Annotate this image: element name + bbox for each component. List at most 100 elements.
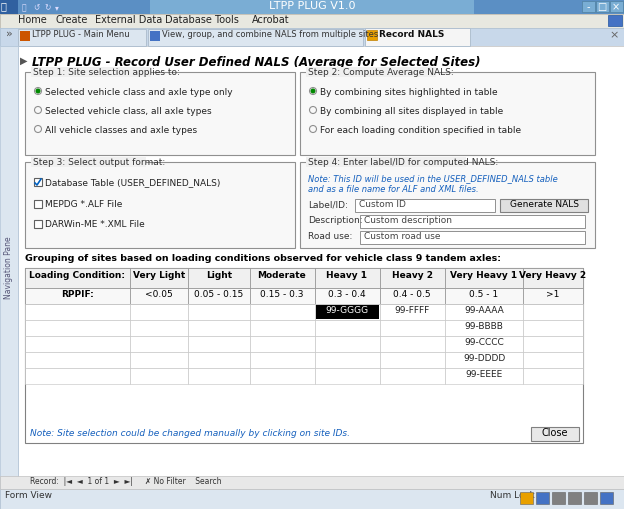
Bar <box>380 368 445 384</box>
Text: DARWin-ME *.XML File: DARWin-ME *.XML File <box>45 220 145 229</box>
Bar <box>130 352 188 368</box>
Text: and as a file name for ALF and XML files.: and as a file name for ALF and XML files… <box>308 185 479 194</box>
Bar <box>608 15 622 26</box>
Bar <box>25 268 583 443</box>
Bar <box>380 304 445 320</box>
Bar <box>130 336 188 352</box>
Bar <box>20 31 30 41</box>
Text: Very Heavy 1: Very Heavy 1 <box>451 271 517 280</box>
Text: Light: Light <box>206 271 232 280</box>
Bar <box>25 288 130 304</box>
Text: >1: >1 <box>547 290 560 299</box>
Text: 0.15 - 0.3: 0.15 - 0.3 <box>260 290 304 299</box>
Text: Loading Condition:: Loading Condition: <box>29 271 125 280</box>
Text: 99-BBBB: 99-BBBB <box>464 322 504 331</box>
Bar <box>188 368 250 384</box>
Bar <box>380 288 445 304</box>
Bar <box>380 320 445 336</box>
Text: 99-AAAA: 99-AAAA <box>464 306 504 315</box>
Bar <box>0 28 624 46</box>
Bar <box>25 352 130 368</box>
Text: Note: Site selection could be changed manually by clicking on site IDs.: Note: Site selection could be changed ma… <box>30 429 350 438</box>
Text: Road use:: Road use: <box>308 232 353 241</box>
Bar <box>380 268 445 288</box>
Bar <box>34 220 42 228</box>
Text: 99-FFFF: 99-FFFF <box>394 306 430 315</box>
Text: Selected vehicle class and axle type only: Selected vehicle class and axle type onl… <box>45 88 233 97</box>
Bar <box>188 268 250 288</box>
Bar <box>360 215 585 228</box>
Bar <box>523 288 583 304</box>
Text: All vehicle classes and axle types: All vehicle classes and axle types <box>45 126 197 135</box>
Bar <box>445 304 523 320</box>
Text: Step 2: Compute Average NALS:: Step 2: Compute Average NALS: <box>308 68 454 77</box>
Text: Description:: Description: <box>308 216 363 225</box>
Bar <box>315 288 380 304</box>
Text: By combining sites highlighted in table: By combining sites highlighted in table <box>320 88 497 97</box>
Bar <box>250 320 315 336</box>
Circle shape <box>311 89 314 93</box>
Text: Heavy 1: Heavy 1 <box>326 271 368 280</box>
Bar <box>31 157 146 167</box>
Text: Form View: Form View <box>5 491 52 500</box>
Text: Step 4: Enter label/ID for computed NALS:: Step 4: Enter label/ID for computed NALS… <box>308 158 498 167</box>
Bar <box>445 268 523 288</box>
Bar <box>31 67 151 77</box>
Bar <box>610 1 623 12</box>
Text: ▾: ▾ <box>55 3 59 12</box>
Text: Step 3: Select output format:: Step 3: Select output format: <box>33 158 165 167</box>
Bar <box>188 336 250 352</box>
Text: Step 1: Site selection applies to:: Step 1: Site selection applies to: <box>33 68 180 77</box>
Bar <box>360 231 585 244</box>
Text: »: » <box>6 29 12 39</box>
Text: 0.05 - 0.15: 0.05 - 0.15 <box>194 290 243 299</box>
Bar <box>316 305 379 319</box>
Bar <box>380 352 445 368</box>
Bar <box>552 492 565 504</box>
Text: ↺: ↺ <box>33 3 39 12</box>
Bar <box>445 368 523 384</box>
Bar <box>25 268 583 288</box>
Bar <box>315 304 380 320</box>
Bar <box>148 29 363 46</box>
Bar <box>150 31 160 41</box>
Text: RPPIF:: RPPIF: <box>61 290 94 299</box>
Text: Grouping of sites based on loading conditions observed for vehicle class 9 tande: Grouping of sites based on loading condi… <box>25 254 501 263</box>
Text: ↻: ↻ <box>44 3 51 12</box>
Text: 🏠: 🏠 <box>1 1 7 11</box>
Bar <box>25 304 130 320</box>
Bar <box>130 368 188 384</box>
Bar <box>18 29 146 46</box>
Bar <box>250 268 315 288</box>
Text: 💾: 💾 <box>22 3 27 12</box>
Text: Home: Home <box>18 15 47 25</box>
Bar <box>250 336 315 352</box>
Text: 0.5 - 1: 0.5 - 1 <box>469 290 499 299</box>
Text: <0.05: <0.05 <box>145 290 173 299</box>
Bar <box>536 492 549 504</box>
Text: Generate NALS: Generate NALS <box>510 200 578 209</box>
Bar <box>0 0 18 14</box>
Bar <box>300 72 595 155</box>
Bar <box>306 157 466 167</box>
Bar <box>0 14 624 28</box>
Bar <box>315 336 380 352</box>
Bar <box>0 46 18 489</box>
Bar <box>34 200 42 208</box>
Bar <box>250 304 315 320</box>
Bar <box>520 492 533 504</box>
Text: 99-CCCC: 99-CCCC <box>464 338 504 347</box>
Bar <box>250 352 315 368</box>
Text: 99-EEEE: 99-EEEE <box>466 370 502 379</box>
Text: Create: Create <box>55 15 87 25</box>
Text: 0.3 - 0.4: 0.3 - 0.4 <box>328 290 366 299</box>
Bar <box>130 288 188 304</box>
Bar <box>25 72 295 155</box>
Bar <box>25 320 130 336</box>
Bar <box>0 489 624 509</box>
Bar <box>25 368 130 384</box>
Bar <box>25 336 130 352</box>
Text: Label/ID:: Label/ID: <box>308 200 348 209</box>
Bar <box>523 352 583 368</box>
Bar <box>306 67 436 77</box>
